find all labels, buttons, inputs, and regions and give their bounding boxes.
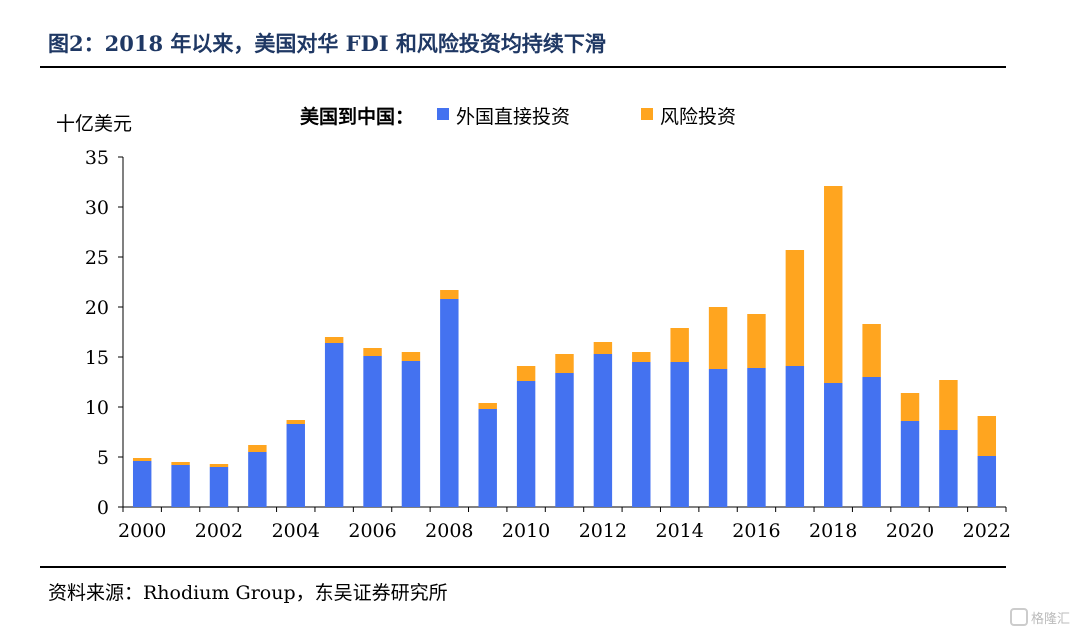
bar-vc [324, 337, 344, 343]
bar-fdi [132, 461, 152, 507]
bar-fdi [171, 465, 190, 507]
bar-fdi [363, 356, 382, 507]
watermark-text: 格隆汇 [1030, 612, 1070, 627]
bar-fdi [248, 452, 267, 507]
legend-title: 美国到中国： [300, 105, 414, 128]
bar-fdi [478, 409, 497, 507]
bar-fdi [593, 354, 613, 507]
x-tick-label: 2014 [655, 520, 703, 542]
y-tick-label: 10 [85, 397, 109, 419]
x-tick-label: 2002 [195, 520, 243, 542]
x-tick-label: 2018 [809, 520, 857, 542]
bar-vc [785, 250, 805, 366]
x-tick-label: 2000 [118, 520, 166, 542]
bar-vc [286, 420, 305, 424]
bar-vc [363, 348, 382, 356]
bar-vc [248, 445, 267, 452]
y-tick-label: 15 [85, 347, 109, 369]
bar-fdi [939, 430, 958, 507]
bar-vc [670, 328, 689, 362]
bar-vc [824, 186, 843, 383]
bar-vc [593, 342, 613, 354]
bar-vc [747, 314, 766, 368]
x-tick-label: 2020 [886, 520, 934, 542]
bar-fdi [785, 366, 805, 507]
bar-vc [209, 464, 229, 467]
watermark: 格隆汇 [1009, 608, 1070, 627]
chart-legend: 美国到中国： 外国直接投资 风险投资 [300, 105, 736, 128]
legend-swatch [641, 108, 653, 120]
x-tick-label: 2016 [732, 520, 780, 542]
bar-vc [171, 462, 190, 465]
bar-fdi [286, 424, 305, 507]
y-tick-label: 30 [85, 197, 109, 219]
bar-vc [862, 324, 881, 377]
bar-fdi [401, 361, 421, 507]
bar-vc [440, 290, 459, 299]
bar-vc [132, 458, 152, 461]
source-note: 资料来源：Rhodium Group，东吴证券研究所 [48, 582, 448, 604]
bar-vc [478, 403, 497, 409]
bar-fdi [440, 299, 459, 507]
bar-vc [401, 352, 421, 361]
legend-label: 风险投资 [660, 106, 736, 128]
bar-fdi [632, 362, 651, 507]
x-tick-label: 2004 [272, 520, 320, 542]
bar-fdi [824, 383, 843, 507]
bar-vc [708, 307, 728, 369]
bar-fdi [708, 369, 728, 507]
bar-fdi [862, 377, 881, 507]
bar-fdi [670, 362, 689, 507]
bar-fdi [209, 467, 229, 507]
bar-vc [632, 352, 651, 362]
y-tick-label: 0 [97, 497, 109, 519]
x-tick-label: 2012 [579, 520, 627, 542]
bar-vc [555, 354, 574, 373]
bar-fdi [324, 343, 344, 507]
x-tick-label: 2006 [348, 520, 396, 542]
top-rule [40, 66, 1006, 68]
bottom-rule [40, 566, 1006, 568]
y-tick-label: 35 [85, 147, 109, 169]
bar-vc [900, 393, 920, 421]
y-axis-title: 十亿美元 [56, 113, 132, 135]
bar-vc [977, 416, 997, 456]
x-tick-label: 2008 [425, 520, 473, 542]
legend-label: 外国直接投资 [456, 106, 570, 128]
y-tick-label: 20 [85, 297, 109, 319]
y-tick-label: 25 [85, 247, 109, 269]
x-tick-label: 2010 [502, 520, 550, 542]
legend-swatch [437, 108, 449, 120]
bar-fdi [555, 373, 574, 507]
watermark-logo-icon [1009, 608, 1028, 626]
bar-vc [939, 380, 958, 430]
bar-fdi [747, 368, 766, 507]
bar-vc [516, 366, 536, 381]
chart-bars [132, 186, 997, 507]
bar-fdi [977, 456, 997, 507]
bar-fdi [900, 421, 920, 507]
x-tick-label: 2022 [963, 520, 1011, 542]
y-tick-label: 5 [97, 447, 109, 469]
figure-title: 图2：2018 年以来，美国对华 FDI 和风险投资均持续下滑 [48, 31, 606, 56]
bar-fdi [516, 381, 536, 507]
